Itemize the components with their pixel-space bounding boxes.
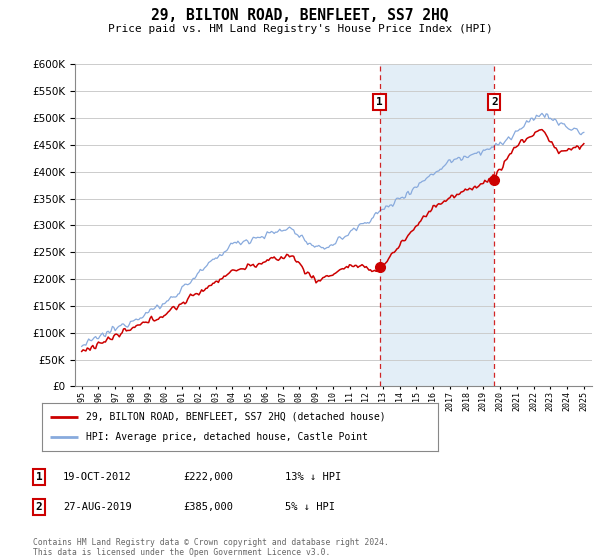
Bar (380, 64, 494, 386)
Text: £222,000: £222,000 (183, 472, 233, 482)
Text: £385,000: £385,000 (183, 502, 233, 512)
Text: 27-AUG-2019: 27-AUG-2019 (63, 502, 132, 512)
Text: 2: 2 (35, 502, 43, 512)
Text: 5% ↓ HPI: 5% ↓ HPI (285, 502, 335, 512)
Text: HPI: Average price, detached house, Castle Point: HPI: Average price, detached house, Cast… (86, 432, 368, 442)
Text: 13% ↓ HPI: 13% ↓ HPI (285, 472, 341, 482)
Text: 29, BILTON ROAD, BENFLEET, SS7 2HQ: 29, BILTON ROAD, BENFLEET, SS7 2HQ (151, 8, 449, 24)
Text: Price paid vs. HM Land Registry's House Price Index (HPI): Price paid vs. HM Land Registry's House … (107, 24, 493, 34)
Text: 1: 1 (35, 472, 43, 482)
Text: 19-OCT-2012: 19-OCT-2012 (63, 472, 132, 482)
Text: Contains HM Land Registry data © Crown copyright and database right 2024.
This d: Contains HM Land Registry data © Crown c… (33, 538, 389, 557)
Text: 2: 2 (491, 97, 497, 107)
Text: 29, BILTON ROAD, BENFLEET, SS7 2HQ (detached house): 29, BILTON ROAD, BENFLEET, SS7 2HQ (deta… (86, 412, 385, 422)
Text: 1: 1 (376, 97, 383, 107)
